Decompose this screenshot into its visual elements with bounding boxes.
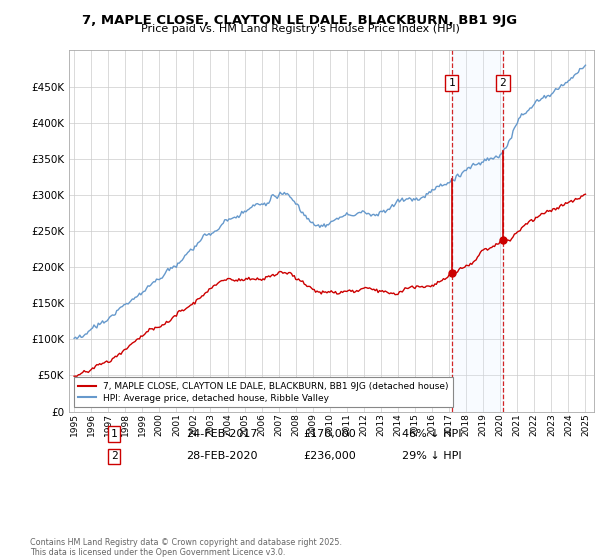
Text: 1: 1 — [110, 429, 118, 439]
Text: £236,000: £236,000 — [304, 451, 356, 461]
Text: 24-FEB-2017: 24-FEB-2017 — [186, 429, 258, 439]
Legend: 7, MAPLE CLOSE, CLAYTON LE DALE, BLACKBURN, BB1 9JG (detached house), HPI: Avera: 7, MAPLE CLOSE, CLAYTON LE DALE, BLACKBU… — [74, 377, 454, 407]
Text: £170,000: £170,000 — [304, 429, 356, 439]
Text: Contains HM Land Registry data © Crown copyright and database right 2025.
This d: Contains HM Land Registry data © Crown c… — [30, 538, 342, 557]
Text: 7, MAPLE CLOSE, CLAYTON LE DALE, BLACKBURN, BB1 9JG: 7, MAPLE CLOSE, CLAYTON LE DALE, BLACKBU… — [82, 14, 518, 27]
Text: 29% ↓ HPI: 29% ↓ HPI — [402, 451, 462, 461]
Text: 2: 2 — [499, 78, 506, 88]
Text: 28-FEB-2020: 28-FEB-2020 — [186, 451, 258, 461]
Text: 46% ↓ HPI: 46% ↓ HPI — [402, 429, 462, 439]
Text: 2: 2 — [110, 451, 118, 461]
Text: Price paid vs. HM Land Registry's House Price Index (HPI): Price paid vs. HM Land Registry's House … — [140, 24, 460, 34]
Text: 1: 1 — [448, 78, 455, 88]
Bar — [452, 50, 503, 412]
